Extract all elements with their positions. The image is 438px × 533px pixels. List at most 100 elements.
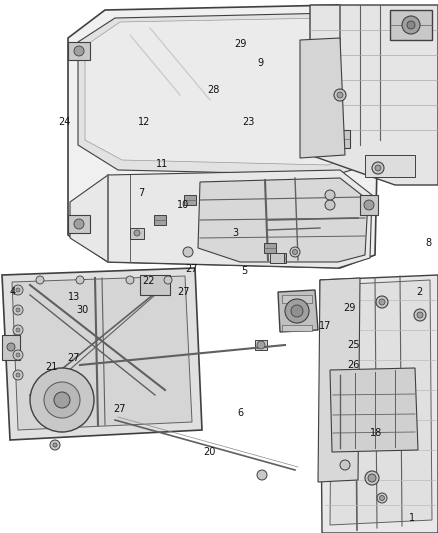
Bar <box>68 215 90 233</box>
Text: 27: 27 <box>177 287 189 297</box>
Circle shape <box>134 230 140 236</box>
Circle shape <box>16 353 20 357</box>
Polygon shape <box>68 5 380 268</box>
Circle shape <box>372 162 384 174</box>
Circle shape <box>30 368 94 432</box>
Circle shape <box>53 443 57 447</box>
Bar <box>2 335 20 360</box>
Bar <box>270 253 284 263</box>
Bar <box>184 195 196 205</box>
Circle shape <box>54 392 70 408</box>
Circle shape <box>257 470 267 480</box>
Text: 13: 13 <box>67 293 80 302</box>
Circle shape <box>7 343 15 351</box>
Circle shape <box>340 460 350 470</box>
Text: 8: 8 <box>425 238 431 247</box>
Bar <box>68 42 90 60</box>
Text: 7: 7 <box>138 188 144 198</box>
Circle shape <box>368 474 376 482</box>
Text: 17: 17 <box>319 321 331 331</box>
Circle shape <box>293 249 297 254</box>
Circle shape <box>13 325 23 335</box>
Text: 27: 27 <box>67 353 80 363</box>
Polygon shape <box>12 276 192 430</box>
Circle shape <box>13 305 23 315</box>
Bar <box>335 307 345 312</box>
Text: 11: 11 <box>156 159 168 169</box>
Circle shape <box>13 350 23 360</box>
Circle shape <box>402 16 420 34</box>
Circle shape <box>414 309 426 321</box>
Text: 23: 23 <box>243 117 255 126</box>
Circle shape <box>50 440 60 450</box>
Circle shape <box>376 296 388 308</box>
Bar <box>264 243 276 253</box>
Text: 20: 20 <box>203 447 215 457</box>
Polygon shape <box>78 13 372 175</box>
Text: 25: 25 <box>348 341 360 350</box>
Circle shape <box>325 200 335 210</box>
Text: 6: 6 <box>237 408 243 418</box>
Text: 30: 30 <box>76 305 88 315</box>
Circle shape <box>126 276 134 284</box>
Circle shape <box>13 370 23 380</box>
Bar <box>282 325 312 331</box>
Text: 29: 29 <box>343 303 356 313</box>
Text: 21: 21 <box>46 362 58 372</box>
Circle shape <box>164 276 172 284</box>
Circle shape <box>379 299 385 305</box>
Text: 5: 5 <box>241 266 247 276</box>
Circle shape <box>364 200 374 210</box>
Text: 27: 27 <box>186 264 198 274</box>
Bar <box>390 10 432 40</box>
Circle shape <box>334 89 346 101</box>
Circle shape <box>16 288 20 292</box>
Text: 29: 29 <box>234 39 246 49</box>
Bar <box>282 295 312 303</box>
Circle shape <box>337 92 343 98</box>
Text: 22: 22 <box>142 277 154 286</box>
Polygon shape <box>85 18 362 165</box>
Circle shape <box>76 276 84 284</box>
Circle shape <box>16 373 20 377</box>
Circle shape <box>407 21 415 29</box>
Circle shape <box>417 312 423 318</box>
Polygon shape <box>330 280 432 525</box>
Circle shape <box>379 496 385 500</box>
Circle shape <box>375 165 381 171</box>
Bar <box>360 195 378 215</box>
Text: 18: 18 <box>370 428 382 438</box>
Circle shape <box>36 276 44 284</box>
Circle shape <box>291 305 303 317</box>
Bar <box>140 275 170 295</box>
Polygon shape <box>198 178 368 262</box>
Circle shape <box>365 471 379 485</box>
Bar <box>365 155 415 177</box>
Polygon shape <box>300 38 345 158</box>
Text: 1: 1 <box>409 513 415 523</box>
Polygon shape <box>320 275 438 533</box>
Text: 4: 4 <box>9 287 15 297</box>
Text: 27: 27 <box>113 405 125 414</box>
Polygon shape <box>70 170 372 268</box>
Circle shape <box>13 285 23 295</box>
Bar <box>274 253 286 263</box>
Text: 3: 3 <box>233 229 239 238</box>
Circle shape <box>285 299 309 323</box>
Circle shape <box>74 46 84 56</box>
Bar <box>335 355 345 360</box>
Circle shape <box>257 341 265 349</box>
Circle shape <box>377 493 387 503</box>
Circle shape <box>16 308 20 312</box>
Text: 12: 12 <box>138 117 150 126</box>
Text: 10: 10 <box>177 200 189 210</box>
Polygon shape <box>318 278 360 482</box>
Circle shape <box>16 328 20 332</box>
Text: 24: 24 <box>59 117 71 126</box>
Polygon shape <box>330 368 418 452</box>
Text: 26: 26 <box>348 360 360 370</box>
Text: 28: 28 <box>208 85 220 94</box>
Bar <box>154 215 166 225</box>
Circle shape <box>44 382 80 418</box>
Circle shape <box>183 247 193 257</box>
